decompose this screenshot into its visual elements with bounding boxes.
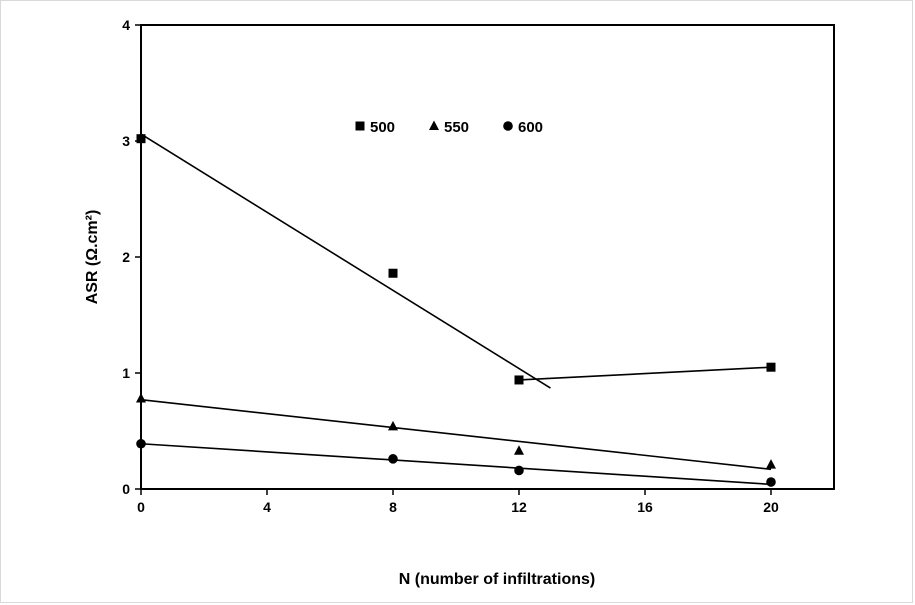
fit-lines [140, 133, 772, 486]
y-tick-label: 4 [122, 17, 130, 33]
x-tick-label: 12 [511, 499, 527, 515]
point-550 [514, 445, 524, 455]
point-500 [136, 134, 146, 144]
legend-label-550: 550 [444, 119, 469, 136]
x-tick-label: 0 [137, 499, 145, 515]
x-tick-label: 16 [637, 499, 653, 515]
y-axis-title: ASR (Ω.cm²) [84, 210, 101, 305]
plot-area [140, 24, 835, 490]
data-points [136, 134, 776, 487]
fit-line-500 [140, 133, 551, 389]
x-tick-label: 8 [389, 499, 397, 515]
x-tick-label: 20 [763, 499, 779, 515]
point-600 [766, 477, 776, 487]
y-tick-label: 1 [122, 365, 130, 381]
legend-label-600: 600 [518, 119, 543, 136]
y-tick-label: 0 [122, 481, 130, 497]
point-600 [514, 465, 524, 476]
point-500 [388, 268, 398, 278]
fit-line-550 [140, 398, 772, 471]
legend-marker-550 [429, 120, 439, 130]
point-600 [136, 438, 146, 449]
point-550 [388, 420, 398, 431]
x-axis-title: N (number of infiltrations) [399, 571, 595, 588]
x-tick-label: 4 [263, 499, 271, 515]
point-550 [766, 459, 776, 469]
legend-marker-600 [503, 121, 513, 131]
point-500 [766, 362, 776, 372]
y-tick-label: 3 [122, 133, 130, 149]
point-600 [388, 454, 398, 464]
point-550 [136, 393, 146, 403]
legend-label-500: 500 [370, 119, 395, 136]
fit-line-600 [140, 442, 772, 486]
point-500 [514, 375, 524, 385]
legend-marker-500 [355, 121, 365, 131]
y-tick-label: 2 [122, 249, 130, 265]
legend: 500 550 600 [355, 119, 543, 136]
fit-line-500 [518, 366, 772, 381]
